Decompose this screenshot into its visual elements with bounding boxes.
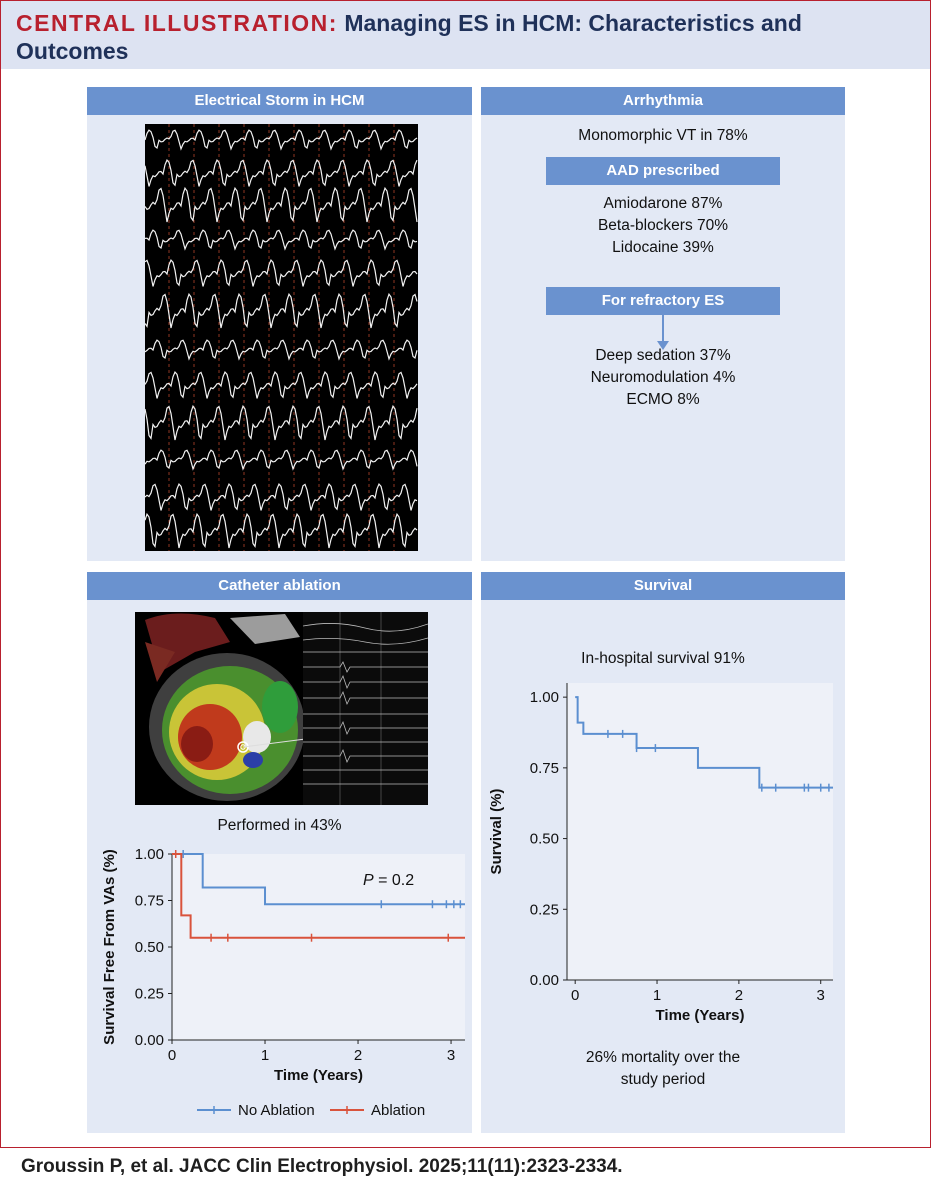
x-axis-title: Time (Years) bbox=[656, 1007, 745, 1024]
arrhythmia-panel: Arrhythmia Monomorphic VT in 78% AAD pre… bbox=[481, 87, 845, 561]
central-illustration-tag: CENTRAL ILLUSTRATION: bbox=[16, 10, 338, 36]
y-tick-label: 0.00 bbox=[530, 972, 559, 989]
figure-title-text: Managing ES in HCM: Characteristics and … bbox=[16, 10, 802, 64]
y-tick-label: 0.50 bbox=[135, 939, 164, 956]
mortality-text-line1: 26% mortality over the bbox=[585, 1049, 741, 1066]
p-value-annotation: P = 0.2 bbox=[363, 872, 414, 889]
citation: Groussin P, et al. JACC Clin Electrophys… bbox=[21, 1156, 623, 1177]
down-arrow-icon bbox=[657, 315, 669, 350]
ecg-lead-trace bbox=[145, 449, 418, 471]
ecg-lead-trace bbox=[145, 339, 418, 361]
ablation-panel-title: Catheter ablation bbox=[87, 572, 472, 600]
ecg-tracing-image bbox=[145, 124, 418, 551]
y-tick-label: 1.00 bbox=[135, 846, 164, 863]
legend-label: No Ablation bbox=[238, 1102, 315, 1119]
x-tick-label: 0 bbox=[168, 1047, 176, 1064]
arrhythmia-panel-title: Arrhythmia bbox=[481, 87, 845, 115]
refractory-item: ECMO 8% bbox=[626, 391, 700, 408]
refractory-list: Deep sedation 37% Neuromodulation 4% ECM… bbox=[481, 345, 845, 411]
ecg-lead-trace bbox=[145, 229, 418, 251]
ecg-lead-trace bbox=[145, 371, 418, 399]
x-tick-label: 3 bbox=[447, 1047, 455, 1064]
km-curve-no-ablation bbox=[172, 853, 465, 906]
aad-prescribed-box: AAD prescribed bbox=[546, 157, 780, 185]
plot-area bbox=[172, 854, 465, 1040]
y-tick-label: 0.75 bbox=[530, 760, 559, 777]
y-axis-title: Survival Free From VAs (%) bbox=[101, 849, 118, 1045]
ecg-lead-trace bbox=[145, 129, 418, 151]
y-tick-label: 0.25 bbox=[530, 901, 559, 918]
x-tick-label: 2 bbox=[735, 987, 743, 1004]
km-curve-survival bbox=[575, 696, 833, 789]
y-tick-label: 0.25 bbox=[135, 986, 164, 1003]
ecg-lead-trace bbox=[145, 159, 418, 187]
refractory-item: Neuromodulation 4% bbox=[590, 369, 736, 386]
ablation-performed-text: Performed in 43% bbox=[217, 817, 342, 834]
mortality-text-line2: study period bbox=[620, 1071, 706, 1088]
x-tick-label: 1 bbox=[653, 987, 661, 1004]
ecg-lead-trace bbox=[145, 259, 418, 287]
ecg-lead-trace bbox=[145, 404, 418, 441]
aad-item: Lidocaine 39% bbox=[612, 239, 714, 256]
figure-title: CENTRAL ILLUSTRATION: Managing ES in HCM… bbox=[16, 9, 916, 65]
legend-label: Ablation bbox=[371, 1102, 425, 1119]
refractory-es-box: For refractory ES bbox=[546, 287, 780, 315]
survival-km-chart: 0.00 0.25 0.50 0.75 1.00 0 1 2 3 Time (Years) Surv… bbox=[488, 683, 833, 1024]
aad-item: Amiodarone 87% bbox=[603, 195, 723, 212]
aad-item: Beta-blockers 70% bbox=[597, 217, 729, 234]
x-axis-title: Time (Years) bbox=[274, 1067, 363, 1084]
monomorphic-vt-text: Monomorphic VT in 78% bbox=[578, 127, 748, 144]
x-tick-label: 0 bbox=[571, 987, 579, 1004]
y-tick-label: 0.75 bbox=[135, 893, 164, 910]
refractory-item: Deep sedation 37% bbox=[595, 347, 731, 364]
storm-panel-title: Electrical Storm in HCM bbox=[87, 87, 472, 115]
km-curve-ablation bbox=[172, 853, 465, 939]
plot-area bbox=[567, 683, 833, 980]
figure-frame bbox=[0, 0, 931, 1148]
y-tick-label: 0.00 bbox=[135, 1032, 164, 1049]
survival-panel-title: Survival bbox=[481, 572, 845, 600]
electroanatomic-map-image bbox=[135, 612, 428, 805]
ecg-lead-trace bbox=[145, 186, 418, 223]
ecg-lead-trace bbox=[145, 512, 418, 549]
ablation-km-chart: 0.00 0.25 0.50 0.75 1.00 0 1 2 3 Time (Years) Surv… bbox=[101, 846, 465, 1119]
aad-list: Amiodarone 87% Beta-blockers 70% Lidocai… bbox=[481, 193, 845, 259]
x-tick-label: 1 bbox=[261, 1047, 269, 1064]
in-hospital-survival-text: In-hospital survival 91% bbox=[581, 650, 745, 667]
x-tick-label: 3 bbox=[817, 987, 825, 1004]
y-tick-label: 1.00 bbox=[530, 689, 559, 706]
ecg-lead-trace bbox=[145, 483, 418, 511]
ecg-lead-trace bbox=[145, 292, 418, 329]
y-axis-title: Survival (%) bbox=[488, 789, 505, 875]
y-tick-label: 0.50 bbox=[530, 831, 559, 848]
x-tick-label: 2 bbox=[354, 1047, 362, 1064]
header-bar: CENTRAL ILLUSTRATION: Managing ES in HCM… bbox=[1, 1, 930, 69]
